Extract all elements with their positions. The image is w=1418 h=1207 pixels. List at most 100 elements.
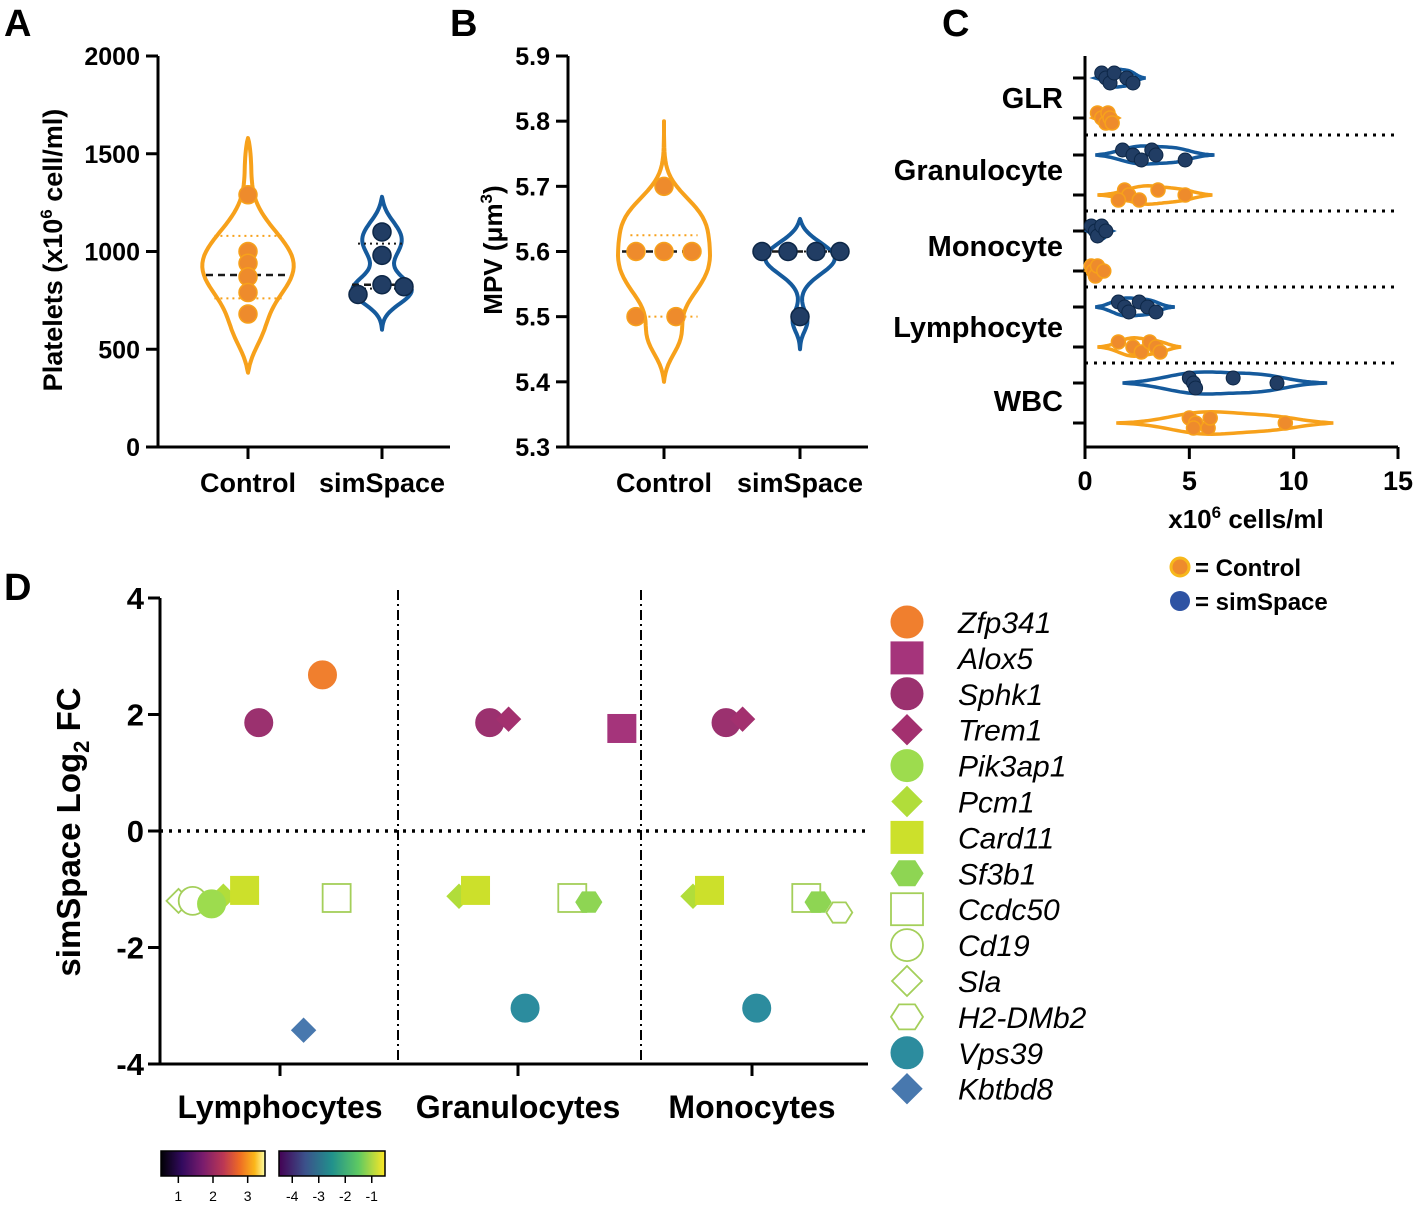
data-point bbox=[1121, 304, 1137, 320]
x-tick-label: Control bbox=[200, 468, 296, 498]
violin-simspace bbox=[763, 216, 837, 352]
violin-control bbox=[616, 119, 712, 384]
legend-label: Ccdc50 bbox=[958, 894, 1060, 927]
y-tick-label: 4 bbox=[127, 581, 145, 616]
marker-kbtbd8 bbox=[290, 1017, 317, 1043]
data-point bbox=[1133, 344, 1150, 360]
legend-label: Cd19 bbox=[958, 930, 1030, 963]
data-point bbox=[830, 241, 850, 262]
colorbars: 1 2 3 -4 -3 -2 -1 bbox=[160, 1150, 386, 1204]
data-point bbox=[372, 274, 392, 295]
data-point bbox=[394, 276, 414, 297]
legend-label: Alox5 bbox=[956, 643, 1033, 676]
marker-trem1 bbox=[729, 706, 756, 732]
legend-label: Sla bbox=[958, 966, 1001, 999]
marker-sphk1 bbox=[244, 708, 274, 738]
y-tick-label: 0 bbox=[127, 814, 144, 849]
panel-letter-b: B bbox=[450, 3, 477, 45]
data-point bbox=[238, 282, 258, 303]
x-tick-label: 15 bbox=[1383, 466, 1413, 496]
colorbar-tick-label: -3 bbox=[313, 1188, 326, 1204]
marker-card11 bbox=[230, 875, 260, 905]
y-tick-label: 5.3 bbox=[515, 434, 550, 462]
panel-letter-d: D bbox=[4, 567, 31, 609]
legend-marker-card11 bbox=[890, 820, 924, 854]
legend-marker-trem1 bbox=[891, 713, 923, 746]
data-point bbox=[1104, 115, 1120, 131]
legend-marker-cd19 bbox=[890, 928, 924, 962]
y-tick-label: -4 bbox=[116, 1047, 144, 1082]
data-point bbox=[1098, 223, 1114, 239]
marker-card11 bbox=[461, 875, 491, 905]
group-label: Monocyte bbox=[928, 231, 1063, 263]
violin-simspace bbox=[350, 194, 414, 332]
data-point bbox=[1131, 192, 1148, 208]
data-point bbox=[238, 304, 258, 324]
data-point bbox=[372, 245, 392, 266]
group-label: WBC bbox=[994, 386, 1063, 418]
colorbar-tick-label: 1 bbox=[174, 1188, 182, 1204]
legend-label: Vps39 bbox=[958, 1038, 1043, 1071]
data-point bbox=[1110, 192, 1127, 208]
data-point bbox=[1185, 420, 1202, 436]
violin-control bbox=[200, 136, 296, 375]
legend-marker-sla bbox=[890, 964, 924, 998]
marker-card11 bbox=[695, 875, 725, 905]
data-point bbox=[626, 241, 646, 262]
colorbar-tick-label: -4 bbox=[286, 1188, 299, 1204]
marker-h2-dmb2 bbox=[825, 901, 854, 924]
legend-marker-kbtbd8 bbox=[891, 1072, 923, 1105]
marker-alox5 bbox=[607, 713, 637, 743]
data-point bbox=[666, 306, 686, 327]
group-label: Granulocyte bbox=[894, 155, 1063, 187]
marker-trem1 bbox=[495, 706, 522, 732]
marker-sf3b1 bbox=[575, 891, 603, 913]
colorbar-inferno bbox=[160, 1150, 266, 1177]
data-point bbox=[806, 241, 826, 262]
x-tick-label: 5 bbox=[1182, 466, 1197, 496]
data-point bbox=[654, 176, 674, 197]
group-label: Lymphocyte bbox=[893, 312, 1063, 344]
data-point bbox=[1110, 334, 1127, 350]
data-point bbox=[1133, 152, 1149, 168]
x-tick-label: simSpace bbox=[737, 468, 863, 498]
panel-a-ylabel: Platelets (x106 cell/ml) bbox=[37, 109, 68, 392]
legend-marker-sf3b1 bbox=[890, 860, 924, 887]
legend-control-label: = Control bbox=[1195, 555, 1301, 582]
legend-control-marker bbox=[1169, 556, 1191, 578]
legend-label: Zfp341 bbox=[957, 607, 1051, 640]
colorbar-tick-label: -1 bbox=[366, 1188, 379, 1204]
data-point bbox=[372, 222, 392, 242]
data-point bbox=[1177, 152, 1193, 168]
violin-control bbox=[1116, 410, 1334, 436]
legend-simspace-label: = simSpace bbox=[1195, 589, 1328, 616]
y-tick-label: 5.7 bbox=[515, 173, 550, 201]
legend-marker-sphk1 bbox=[890, 677, 924, 711]
x-tick-label: simSpace bbox=[319, 468, 445, 498]
data-point bbox=[1148, 147, 1164, 163]
panel-c-chart: 0 5 10 15 GLR Granulocyte Monocyte Lymphocyte WB… bbox=[893, 56, 1413, 616]
y-tick-label: 0 bbox=[126, 434, 140, 462]
y-tick-label: -2 bbox=[116, 931, 144, 966]
panel-letter-c: C bbox=[942, 3, 969, 45]
x-tick-label: Granulocytes bbox=[416, 1089, 621, 1125]
panel-c-legend: = Control = simSpace bbox=[1169, 555, 1328, 616]
marker-zfp341 bbox=[307, 660, 337, 690]
y-tick-label: 5.4 bbox=[515, 369, 550, 397]
legend-label: Card11 bbox=[958, 822, 1054, 855]
legend-marker-vps39 bbox=[890, 1036, 924, 1070]
panel-a-chart: 0 500 1000 1500 2000 Control simSpace Platelet… bbox=[37, 43, 450, 498]
data-point bbox=[1188, 380, 1204, 396]
violin-simspace bbox=[1122, 370, 1328, 396]
y-tick-label: 500 bbox=[98, 336, 140, 364]
colorbar-viridis bbox=[278, 1150, 386, 1177]
legend-marker-ccdc50 bbox=[890, 892, 924, 927]
legend-label: Pcm1 bbox=[958, 787, 1035, 820]
colorbar-tick-label: 3 bbox=[244, 1188, 252, 1204]
y-tick-label: 5.8 bbox=[515, 108, 550, 136]
marker-ccdc50 bbox=[321, 883, 352, 913]
y-tick-label: 1500 bbox=[84, 141, 140, 169]
data-point bbox=[778, 241, 798, 262]
